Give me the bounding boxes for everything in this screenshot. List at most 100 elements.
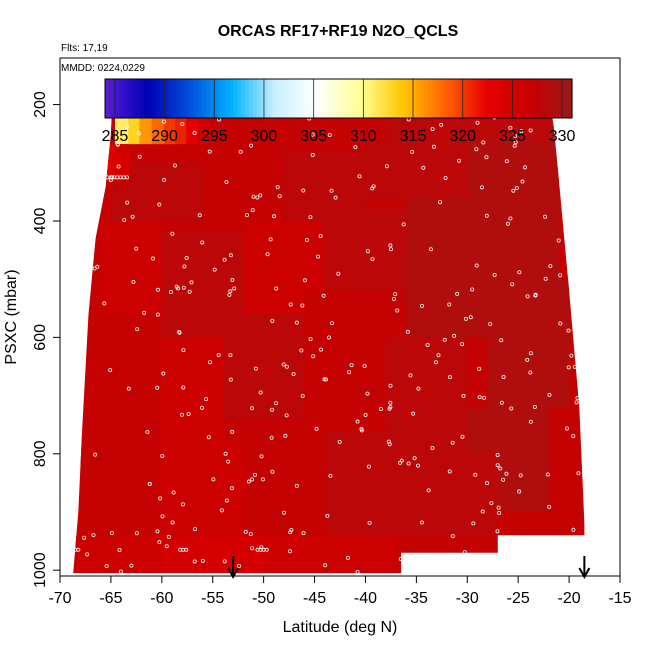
sample-point [155, 287, 160, 292]
y-tick-label: 200 [32, 91, 49, 118]
x-tick-label: -40 [354, 590, 377, 607]
field-third-strip-cell [111, 144, 120, 181]
colorbar-segment [544, 79, 550, 118]
sample-point [223, 451, 228, 456]
sample-point [131, 280, 136, 285]
sample-point [439, 122, 444, 127]
flights-note: Flts: 17,19 [61, 43, 108, 54]
sample-point [495, 453, 500, 458]
sample-point [302, 278, 307, 283]
sample-point [365, 391, 370, 396]
sample-point [359, 426, 364, 431]
colorbar-segment [264, 79, 270, 118]
sample-point [564, 426, 569, 431]
colorbar-segment [151, 79, 157, 118]
colorbar-segment [357, 79, 363, 118]
x-tick-label: -25 [507, 590, 530, 607]
sample-point [501, 477, 506, 482]
sample-point [314, 426, 319, 431]
sample-point [545, 472, 550, 477]
field-patch [324, 209, 407, 291]
sample-point [311, 354, 316, 359]
sample-point [324, 377, 329, 382]
colorbar-segment [140, 79, 145, 118]
x-tick-label: -45 [303, 590, 326, 607]
sample-point [378, 406, 383, 411]
colorbar-segment [194, 79, 199, 118]
sample-point [484, 213, 489, 218]
sample-point [98, 175, 103, 180]
sample-point [300, 303, 305, 308]
colorbar-segment [365, 79, 371, 118]
sample-point [204, 397, 209, 402]
sample-point [574, 400, 579, 405]
sample-point [365, 249, 370, 254]
sample-point [388, 400, 393, 405]
field-patch [75, 535, 162, 574]
sample-point [115, 142, 120, 147]
sample-point [125, 200, 130, 205]
field-second-strip-cell [114, 117, 129, 145]
colorbar-tick-label: 325 [499, 128, 526, 145]
sample-point [398, 556, 403, 561]
colorbar-segment [556, 79, 561, 118]
sample-point [509, 406, 514, 411]
colorbar-segment [213, 79, 219, 118]
sample-point [208, 360, 213, 365]
sample-point [523, 165, 528, 170]
sample-point [200, 240, 205, 245]
sample-point [184, 547, 189, 552]
sample-point [505, 221, 510, 226]
sample-point [129, 563, 134, 568]
sample-point [329, 188, 334, 193]
sample-point [569, 353, 574, 358]
sample-point [134, 246, 139, 251]
colorbar-segment [412, 79, 417, 118]
x-tick-label: -30 [456, 590, 479, 607]
colorbar-segment [521, 79, 526, 118]
sample-point [327, 133, 332, 138]
sample-point [401, 222, 406, 227]
sample-point [520, 179, 525, 184]
colorbar-segment [420, 79, 425, 118]
sample-point [492, 272, 497, 277]
colorbar-tick-label: 285 [102, 128, 129, 145]
sample-point [301, 531, 306, 536]
sample-point [485, 481, 490, 486]
sample-point [207, 149, 212, 154]
sample-point [411, 411, 416, 416]
colorbar-segment [435, 79, 441, 118]
sample-point [330, 321, 335, 326]
sample-point [528, 128, 533, 133]
colorbar-segment [287, 79, 293, 118]
sample-point [250, 546, 255, 551]
sample-point [189, 280, 194, 285]
colorbar-segment [210, 79, 215, 118]
sample-point [118, 569, 123, 574]
sample-point [532, 404, 537, 409]
colorbar-segment [498, 79, 503, 118]
sample-point [337, 439, 342, 444]
colorbar-segment [536, 79, 542, 118]
sample-point [197, 213, 202, 218]
sample-point [470, 287, 475, 292]
colorbar-segment [143, 79, 149, 118]
sample-point [249, 406, 254, 411]
sample-point [353, 145, 358, 150]
sample-point [443, 175, 448, 180]
colorbar-segment [202, 79, 207, 118]
colorbar-segment [424, 79, 429, 118]
sample-point [135, 327, 140, 332]
sample-point [126, 386, 131, 391]
sample-point [219, 508, 224, 513]
sample-point [192, 131, 197, 136]
sample-point [238, 149, 243, 154]
sample-point [269, 435, 274, 440]
sample-point [294, 483, 299, 488]
colorbar-segment [568, 79, 573, 118]
field-second-strip-cell [186, 117, 198, 145]
colorbar-segment [280, 79, 285, 118]
sample-point [270, 469, 275, 474]
sample-point [136, 131, 141, 136]
sample-point [249, 143, 254, 148]
